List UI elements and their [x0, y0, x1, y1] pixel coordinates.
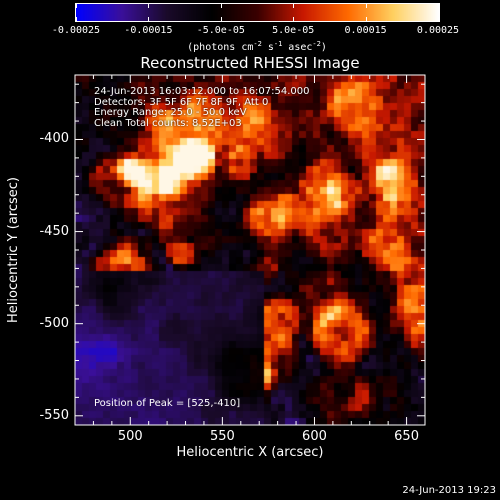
colorbar-tick	[438, 17, 439, 21]
x-tick-label: 600	[302, 429, 327, 444]
y-tick-label: -450	[39, 223, 69, 239]
colorbar-tick-label: -0.00015	[124, 25, 173, 36]
x-tick-label: 500	[117, 429, 143, 444]
colorbar-tick	[220, 17, 222, 21]
colorbar-tick	[293, 17, 295, 21]
clean-counts-text: Clean Total counts: 8.52E+03	[94, 117, 242, 129]
peak-position-text: Position of Peak = [525,-410]	[94, 398, 241, 409]
x-tick-label: 650	[394, 429, 419, 444]
colorbar-tick	[365, 17, 367, 21]
render-timestamp: 24-Jun-2013 19:23	[402, 485, 496, 496]
time-range-text: 24-Jun-2013 16:03:12.000 to 16:07:54.000	[94, 86, 310, 97]
colorbar-tick-label: 0.00025	[416, 25, 460, 36]
observation-info: 24-Jun-2013 16:03:12.000 to 16:07:54.000…	[94, 86, 310, 129]
colorbar-tick	[220, 4, 222, 8]
colorbar-tick-label: 0.00015	[344, 25, 387, 36]
colorbar-tick-label: 5.0e-05	[272, 25, 315, 36]
colorbar	[75, 3, 440, 22]
x-axis-label: Heliocentric X (arcsec)	[176, 445, 324, 460]
colorbar-tick	[148, 17, 150, 21]
plot-title: Reconstructed RHESSI Image	[140, 54, 360, 72]
colorbar-tick	[293, 4, 295, 8]
colorbar-units: (photons cm-2 s-1 asec-2)	[187, 40, 327, 53]
x-tick-label: 550	[209, 429, 235, 444]
colorbar-tick	[76, 17, 77, 21]
colorbar-tick-label: -0.00025	[51, 25, 101, 36]
y-tick-label: -400	[39, 131, 69, 147]
y-tick-label: -550	[39, 407, 69, 423]
colorbar-gradient	[76, 4, 439, 21]
colorbar-tick	[438, 4, 439, 8]
energy-range-text: Energy Range: 25.0 - 50.0 keV	[94, 107, 247, 118]
colorbar-tick	[365, 4, 367, 8]
y-axis-label: Heliocentric Y (arcsec)	[6, 177, 21, 323]
colorbar-tick	[148, 4, 150, 8]
colorbar-tick	[76, 4, 77, 8]
colorbar-tick-label: -5.0e-05	[196, 25, 245, 36]
y-tick-label: -500	[39, 315, 69, 331]
